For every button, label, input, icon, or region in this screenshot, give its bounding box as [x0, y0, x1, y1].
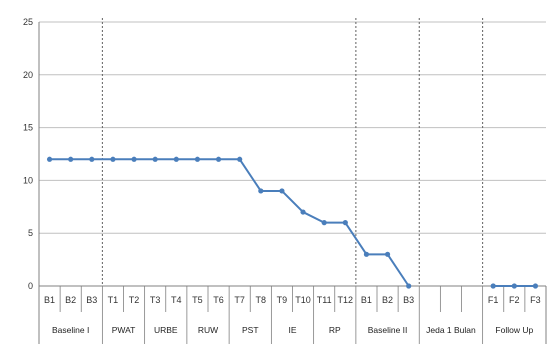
- data-point: [384, 251, 391, 257]
- data-series: [46, 156, 539, 289]
- phase-label: PST: [242, 325, 259, 335]
- data-point: [46, 156, 53, 162]
- y-tick-label: 15: [23, 123, 33, 133]
- x-tick-label: B1: [44, 295, 55, 305]
- phase-label: Follow Up: [495, 325, 533, 335]
- x-tick-label: T8: [256, 295, 267, 305]
- data-point: [237, 156, 243, 162]
- data-point: [363, 251, 370, 257]
- data-point: [342, 220, 348, 226]
- x-tick-label: F3: [530, 295, 541, 305]
- x-tick-label: T1: [108, 295, 119, 305]
- phase-label: RUW: [198, 325, 218, 335]
- y-tick-label: 25: [23, 17, 33, 27]
- x-tick-label: B1: [361, 295, 372, 305]
- x-tick-label: B3: [86, 295, 97, 305]
- y-tick-labels: 0 5 10 15 20 25: [23, 17, 33, 291]
- x-tick-label: T9: [277, 295, 288, 305]
- grid-lines: [39, 21, 546, 234]
- y-tick-label: 5: [28, 228, 33, 238]
- data-point: [511, 283, 517, 289]
- data-point: [300, 209, 306, 215]
- data-point: [173, 156, 179, 162]
- data-point: [258, 188, 264, 194]
- axes: [38, 22, 547, 344]
- data-point: [321, 220, 327, 226]
- series-line: [49, 158, 410, 287]
- data-point: [532, 283, 539, 289]
- y-tick-label: 0: [28, 281, 33, 291]
- x-tick-label: T2: [129, 295, 140, 305]
- x-tick-label: T6: [213, 295, 224, 305]
- x-tick-label: T10: [295, 295, 311, 305]
- phase-label: URBE: [154, 325, 178, 335]
- x-tick-label: B2: [65, 295, 76, 305]
- data-point: [279, 188, 285, 194]
- y-tick-label: 10: [23, 175, 33, 185]
- phase-label: Baseline II: [368, 325, 408, 335]
- x-tick-label: T11: [317, 295, 332, 305]
- data-point: [406, 283, 412, 289]
- x-tick-label: T7: [234, 295, 245, 305]
- phase-label: RP: [329, 325, 341, 335]
- x-tick-label: T3: [150, 295, 161, 305]
- x-tick-label: B3: [403, 295, 414, 305]
- x-tick-label: F1: [488, 295, 499, 305]
- phase-label: Baseline I: [52, 325, 89, 335]
- phase-label: Jeda 1 Bulan: [426, 325, 476, 335]
- data-point: [68, 156, 74, 162]
- x-tick-label: T5: [192, 295, 203, 305]
- data-point: [194, 156, 201, 162]
- x-tick-label: T4: [171, 295, 182, 305]
- x-tick-label: T12: [338, 295, 354, 305]
- phase-labels: Baseline I PWAT URBE RUW PST IE RP Baseline II J…: [52, 325, 533, 335]
- phase-label: IE: [288, 325, 296, 335]
- phase-label: PWAT: [112, 325, 136, 335]
- data-point: [215, 156, 222, 162]
- data-point: [131, 156, 137, 162]
- data-point: [110, 156, 116, 162]
- data-point: [89, 156, 95, 162]
- y-tick-label: 20: [23, 70, 33, 80]
- data-point: [490, 283, 496, 289]
- phase-dividers: [101, 18, 484, 286]
- x-tick-label: B2: [382, 295, 393, 305]
- data-point: [152, 156, 158, 162]
- x-tick-labels: B1 B2 B3 T1 T2 T3 T4 T5 T6 T7 T8 T9 T10 T11 T12 B1 B2 B3 F…: [44, 295, 541, 305]
- x-tick-label: F2: [509, 295, 520, 305]
